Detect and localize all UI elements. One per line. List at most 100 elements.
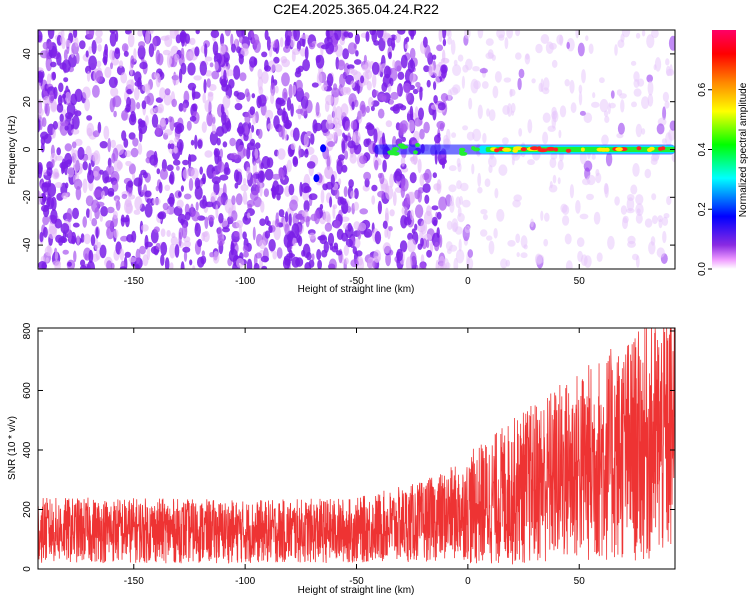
spectrogram-cell — [43, 205, 50, 218]
spectrogram-cell — [213, 180, 220, 196]
spectrogram-cell — [220, 78, 228, 88]
spectrogram-cell — [381, 191, 385, 200]
spectrogram-cell — [238, 225, 243, 240]
snr-x-tick-label: 0 — [465, 576, 471, 587]
spectrogram-cell — [96, 241, 102, 249]
spectrogram-cell — [381, 95, 387, 102]
spectrogram-cell — [203, 79, 207, 94]
spectrogram-cell — [482, 214, 488, 220]
spectrogram-cell — [65, 182, 69, 189]
spectrogram-cell — [588, 43, 594, 55]
spectrogram-cell — [381, 82, 388, 93]
spectrogram-cell — [630, 184, 638, 195]
spectrogram-cell — [149, 154, 159, 166]
spectrogram-cell — [316, 71, 323, 86]
spectrogram-cell — [542, 112, 551, 123]
spectrogram-cell — [371, 184, 378, 192]
spectrogram-cell — [92, 150, 101, 166]
spectrogram-cell — [569, 79, 575, 94]
spectrogram-cell — [382, 159, 387, 173]
spectrogram-cell — [467, 249, 473, 258]
spectrogram-cell — [433, 81, 437, 91]
spectrogram-cell — [284, 259, 291, 266]
spectrogram-cell — [169, 116, 175, 132]
spectrogram-cell — [635, 213, 643, 224]
spectrogram-cell — [61, 37, 66, 50]
spectrogram-cell — [656, 247, 665, 258]
spectrogram-cell — [482, 132, 487, 144]
spectrogram-cell — [46, 167, 53, 177]
spectrogram-cell — [423, 121, 430, 134]
spectrogram-cell — [79, 265, 88, 269]
spectrogram-cell — [665, 58, 670, 66]
spectrogram-cell — [67, 261, 72, 267]
spectrogram-cell — [82, 216, 87, 228]
spectrogram-cell — [507, 103, 512, 117]
spectrogram-cell — [306, 161, 316, 169]
spectrogram-cell — [397, 71, 405, 81]
colorbar-tick-label: 0.4 — [697, 142, 708, 156]
spectrogram-x-tick-label: -100 — [235, 276, 255, 287]
spectrogram-cell — [403, 82, 411, 94]
spectrogram-cell — [515, 52, 522, 60]
spectrogram-cell — [510, 102, 516, 114]
spectrogram-cell — [651, 193, 657, 201]
spectrogram-cell — [160, 254, 165, 266]
spectrogram-cell — [217, 238, 225, 246]
spectrogram-cell — [620, 99, 625, 113]
spectrogram-cell — [295, 79, 303, 92]
spectrogram-cell — [301, 182, 310, 194]
spectrogram-cell — [189, 115, 197, 122]
spectrogram-cell — [145, 115, 149, 127]
spectrogram-cell — [77, 146, 85, 160]
spectrogram-cell — [506, 30, 513, 39]
spectrogram-cell — [84, 98, 90, 112]
spectrogram-cell — [374, 231, 382, 245]
spectrogram-cell — [167, 143, 171, 150]
spectrogram-cell — [540, 210, 544, 221]
spectrogram-cell — [434, 77, 441, 84]
spectrogram-cell — [348, 68, 355, 74]
spectrogram-cell — [651, 215, 658, 225]
spectrogram-cell — [173, 147, 179, 154]
spectrogram-cell — [387, 37, 393, 47]
spectrogram-cell — [255, 252, 262, 259]
spectrogram-cell — [277, 108, 284, 116]
spectrogram-cell — [184, 211, 191, 221]
spectrogram-cell — [41, 117, 47, 128]
spectrogram-cell — [340, 86, 349, 96]
spectrogram-cell — [192, 265, 196, 269]
spectrogram-cell — [64, 125, 69, 131]
spectrogram-cell — [174, 53, 180, 63]
spectrogram-cell — [164, 129, 173, 136]
spectrogram-cell — [52, 260, 62, 267]
spectrogram-cell — [125, 214, 130, 228]
spectrogram-cell — [407, 238, 416, 253]
spectrogram-cell — [515, 233, 521, 244]
spectrogram-cell — [230, 33, 234, 47]
spectrogram-cell — [211, 176, 221, 185]
spectrogram-cell — [278, 209, 285, 218]
spectrogram-cell — [570, 102, 577, 114]
spectrogram-cell — [233, 65, 241, 80]
spectrogram-cell — [79, 40, 86, 50]
spectrogram-cell — [635, 203, 644, 217]
spectrogram-cell — [110, 139, 116, 149]
spectrogram-cell — [64, 143, 73, 152]
spectrogram-cell — [500, 258, 508, 269]
spectrogram-cell — [451, 132, 457, 138]
spectrogram-cell — [520, 252, 528, 259]
spectrogram-x-tick-label: 50 — [574, 276, 586, 287]
spectrogram-cell — [145, 83, 151, 95]
spectrogram-cell — [273, 115, 280, 130]
spectrogram-cell — [359, 208, 369, 215]
spectrogram-cell — [411, 228, 416, 234]
spectrogram-cell — [334, 30, 342, 41]
spectrogram-cell — [126, 88, 133, 95]
spectrogram-cell — [180, 47, 185, 60]
spectrogram-cell — [277, 148, 286, 160]
colorbar-label: Normalized spectral amplitude — [738, 82, 749, 217]
spectrogram-cell — [57, 94, 63, 106]
spectrogram-cell — [620, 33, 625, 43]
spectrogram-cell — [491, 54, 496, 61]
